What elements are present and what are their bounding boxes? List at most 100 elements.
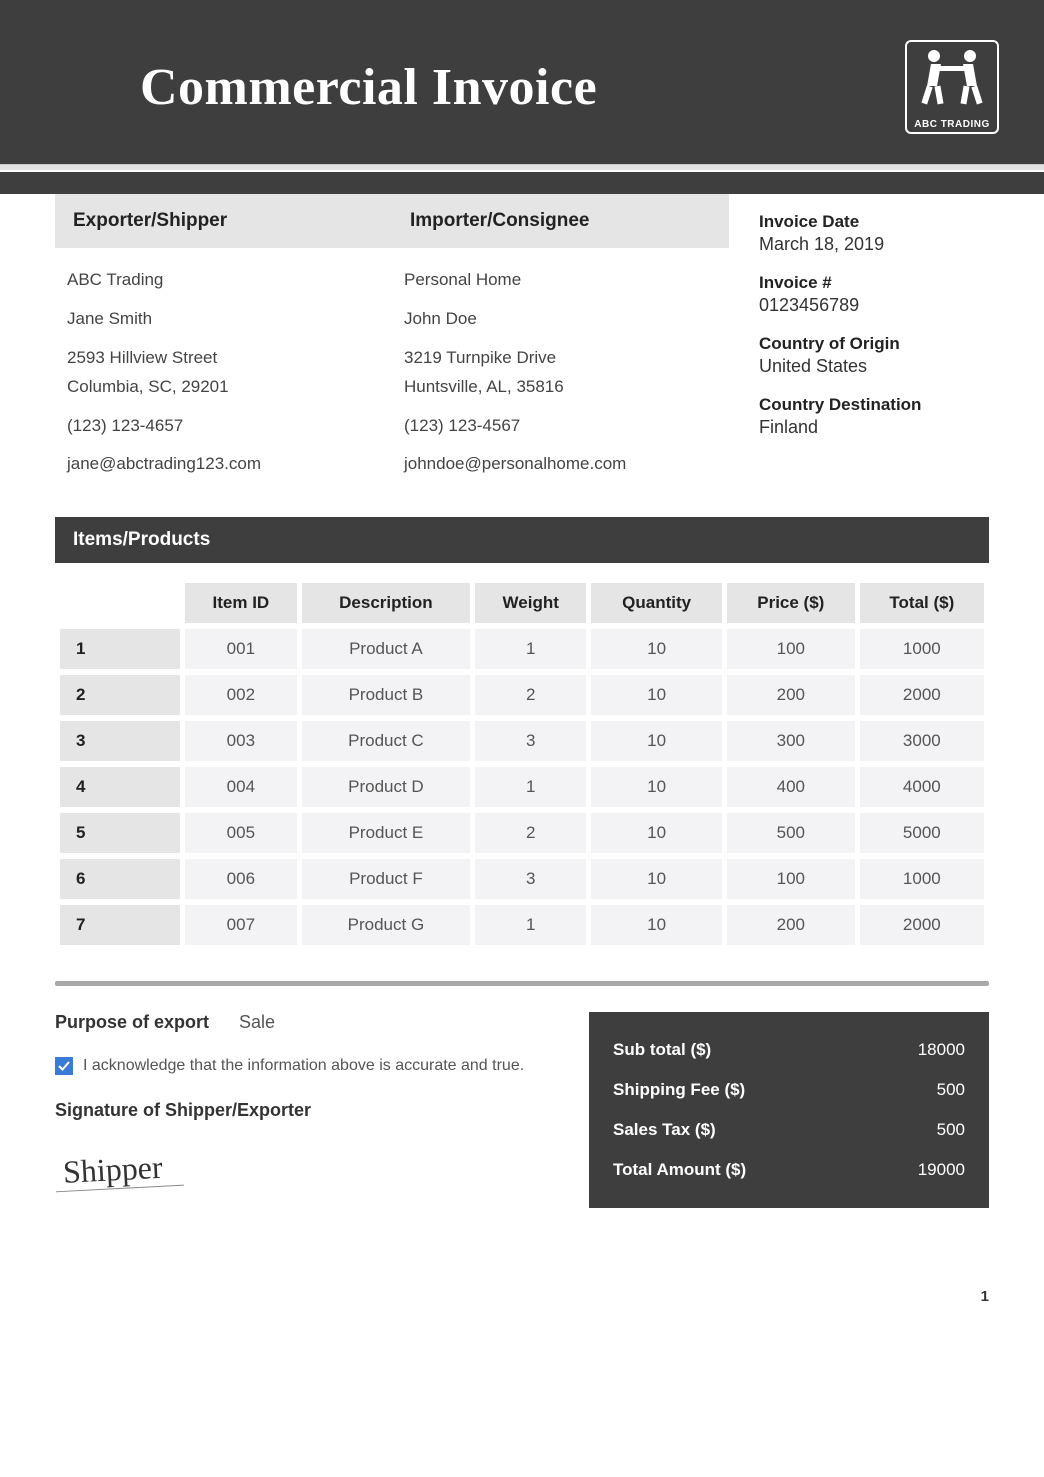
cell-description: Product B bbox=[302, 675, 470, 715]
row-number: 5 bbox=[60, 813, 180, 853]
cell-price: 500 bbox=[727, 813, 855, 853]
subtotal-value: 18000 bbox=[918, 1040, 965, 1060]
cell-item-id: 001 bbox=[185, 629, 297, 669]
exporter-company: ABC Trading bbox=[67, 266, 374, 295]
dark-strip bbox=[0, 172, 1044, 194]
header-bar: Commercial Invoice ABC TRADING bbox=[0, 0, 1044, 164]
cell-item-id: 002 bbox=[185, 675, 297, 715]
purpose-value: Sale bbox=[239, 1012, 275, 1033]
total-label: Total Amount ($) bbox=[613, 1160, 746, 1180]
cell-price: 400 bbox=[727, 767, 855, 807]
importer-email: johndoe@personalhome.com bbox=[404, 450, 711, 479]
importer-name: John Doe bbox=[404, 305, 711, 334]
page-title: Commercial Invoice bbox=[140, 58, 597, 117]
dest-label: Country Destination bbox=[759, 395, 989, 415]
cell-price: 100 bbox=[727, 859, 855, 899]
signature: Shipper bbox=[54, 1147, 183, 1192]
row-number: 4 bbox=[60, 767, 180, 807]
cell-item-id: 006 bbox=[185, 859, 297, 899]
cell-total: 1000 bbox=[860, 859, 984, 899]
company-logo: ABC TRADING bbox=[905, 40, 999, 134]
importer-phone: (123) 123-4567 bbox=[404, 412, 711, 441]
col-price: Price ($) bbox=[727, 583, 855, 623]
total-value: 19000 bbox=[918, 1160, 965, 1180]
check-icon bbox=[58, 1060, 70, 1072]
cell-weight: 1 bbox=[475, 767, 586, 807]
subtotal-label: Sub total ($) bbox=[613, 1040, 711, 1060]
cell-weight: 1 bbox=[475, 905, 586, 945]
row-number: 2 bbox=[60, 675, 180, 715]
cell-weight: 2 bbox=[475, 675, 586, 715]
importer-company: Personal Home bbox=[404, 266, 711, 295]
ack-checkbox[interactable] bbox=[55, 1057, 73, 1075]
cell-quantity: 10 bbox=[591, 905, 722, 945]
divider-line bbox=[0, 164, 1044, 170]
tax-value: 500 bbox=[937, 1120, 965, 1140]
cell-weight: 3 bbox=[475, 721, 586, 761]
cell-weight: 1 bbox=[475, 629, 586, 669]
cell-weight: 3 bbox=[475, 859, 586, 899]
cell-item-id: 007 bbox=[185, 905, 297, 945]
exporter-name: Jane Smith bbox=[67, 305, 374, 334]
people-icon bbox=[916, 48, 988, 106]
exporter-column: Exporter/Shipper ABC Trading Jane Smith … bbox=[55, 194, 392, 489]
logo-text: ABC TRADING bbox=[914, 119, 990, 130]
cell-quantity: 10 bbox=[591, 859, 722, 899]
dest-value: Finland bbox=[759, 417, 989, 438]
origin-label: Country of Origin bbox=[759, 334, 989, 354]
table-row: 4 004 Product D 1 10 400 4000 bbox=[60, 767, 984, 807]
col-weight: Weight bbox=[475, 583, 586, 623]
cell-description: Product F bbox=[302, 859, 470, 899]
importer-heading: Importer/Consignee bbox=[392, 194, 729, 248]
table-row: 3 003 Product C 3 10 300 3000 bbox=[60, 721, 984, 761]
cell-price: 100 bbox=[727, 629, 855, 669]
exporter-email: jane@abctrading123.com bbox=[67, 450, 374, 479]
exporter-phone: (123) 123-4657 bbox=[67, 412, 374, 441]
cell-price: 300 bbox=[727, 721, 855, 761]
invoice-num-label: Invoice # bbox=[759, 273, 989, 293]
cell-total: 1000 bbox=[860, 629, 984, 669]
invoice-date-label: Invoice Date bbox=[759, 212, 989, 232]
items-section-title: Items/Products bbox=[55, 517, 989, 563]
shipping-value: 500 bbox=[937, 1080, 965, 1100]
table-row: 7 007 Product G 1 10 200 2000 bbox=[60, 905, 984, 945]
cell-description: Product E bbox=[302, 813, 470, 853]
exporter-address1: 2593 Hillview Street bbox=[67, 344, 374, 373]
cell-total: 3000 bbox=[860, 721, 984, 761]
cell-price: 200 bbox=[727, 905, 855, 945]
purpose-label: Purpose of export bbox=[55, 1012, 209, 1033]
importer-column: Importer/Consignee Personal Home John Do… bbox=[392, 194, 729, 489]
invoice-date: March 18, 2019 bbox=[759, 234, 989, 255]
origin-value: United States bbox=[759, 356, 989, 377]
row-number: 7 bbox=[60, 905, 180, 945]
cell-weight: 2 bbox=[475, 813, 586, 853]
table-row: 5 005 Product E 2 10 500 5000 bbox=[60, 813, 984, 853]
section-divider bbox=[55, 981, 989, 986]
cell-item-id: 003 bbox=[185, 721, 297, 761]
table-row: 1 001 Product A 1 10 100 1000 bbox=[60, 629, 984, 669]
exporter-heading: Exporter/Shipper bbox=[55, 194, 392, 248]
row-number: 3 bbox=[60, 721, 180, 761]
tax-label: Sales Tax ($) bbox=[613, 1120, 716, 1140]
cell-quantity: 10 bbox=[591, 675, 722, 715]
cell-item-id: 004 bbox=[185, 767, 297, 807]
signature-label: Signature of Shipper/Exporter bbox=[55, 1100, 559, 1121]
cell-quantity: 10 bbox=[591, 629, 722, 669]
items-table: Item ID Description Weight Quantity Pric… bbox=[55, 577, 989, 951]
meta-column: Invoice Date March 18, 2019 Invoice # 01… bbox=[729, 194, 989, 489]
cell-quantity: 10 bbox=[591, 721, 722, 761]
cell-total: 2000 bbox=[860, 905, 984, 945]
cell-description: Product G bbox=[302, 905, 470, 945]
cell-quantity: 10 bbox=[591, 813, 722, 853]
col-description: Description bbox=[302, 583, 470, 623]
row-number: 1 bbox=[60, 629, 180, 669]
col-total: Total ($) bbox=[860, 583, 984, 623]
table-row: 6 006 Product F 3 10 100 1000 bbox=[60, 859, 984, 899]
shipping-label: Shipping Fee ($) bbox=[613, 1080, 745, 1100]
importer-address2: Huntsville, AL, 35816 bbox=[404, 373, 711, 402]
row-number: 6 bbox=[60, 859, 180, 899]
exporter-address2: Columbia, SC, 29201 bbox=[67, 373, 374, 402]
col-quantity: Quantity bbox=[591, 583, 722, 623]
ack-text: I acknowledge that the information above… bbox=[83, 1055, 524, 1077]
invoice-num: 0123456789 bbox=[759, 295, 989, 316]
